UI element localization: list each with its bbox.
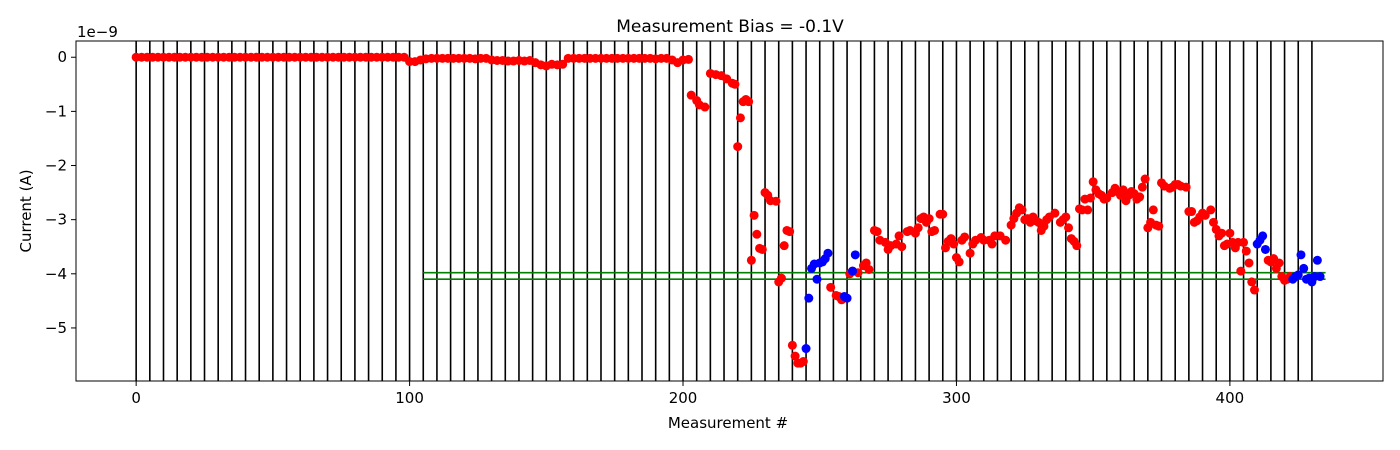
red-point (1217, 228, 1227, 238)
red-point (558, 59, 568, 69)
red-point (730, 79, 740, 89)
red-point (826, 282, 836, 292)
y-tick-label: −2 (45, 157, 67, 175)
red-point (1001, 235, 1011, 245)
blue-point (1293, 270, 1303, 280)
chart-title: Measurement Bias = -0.1V (616, 17, 844, 37)
red-point (894, 231, 904, 241)
red-point (897, 242, 907, 252)
blue-point (1296, 250, 1306, 260)
red-point (1247, 277, 1257, 287)
red-point (1187, 207, 1197, 217)
red-point (924, 214, 934, 224)
red-point (965, 248, 975, 258)
red-point (1135, 192, 1145, 202)
y-tick-label: −5 (45, 319, 67, 337)
red-point (749, 210, 759, 220)
red-point (1241, 246, 1251, 256)
red-point (938, 209, 948, 219)
blue-point (804, 293, 814, 303)
y-axis-ticks: 0 −1 −2 −3 −4 −5 (45, 48, 76, 337)
blue-point (823, 248, 833, 258)
red-point (790, 351, 800, 361)
x-tick-label: 400 (1216, 389, 1245, 407)
red-point (864, 264, 874, 274)
data-points (131, 52, 1325, 368)
red-point (1239, 237, 1249, 247)
red-point (1088, 177, 1098, 187)
red-point (785, 227, 795, 237)
red-point (1154, 221, 1164, 231)
red-point (1225, 228, 1235, 238)
x-axis-ticks: 0 100 200 300 400 (131, 381, 1244, 407)
red-point (771, 196, 781, 206)
red-point (733, 142, 743, 152)
red-point (1137, 182, 1147, 192)
y-tick-label: −1 (45, 102, 67, 120)
blue-point (1260, 244, 1270, 254)
x-tick-label: 200 (669, 389, 698, 407)
red-point (1244, 258, 1254, 268)
plot-frame (75, 40, 1384, 382)
red-point (987, 239, 997, 249)
blue-point (1299, 263, 1309, 273)
red-point (1050, 208, 1060, 218)
y-tick-label: 0 (57, 48, 67, 66)
blue-point (1312, 255, 1322, 265)
blue-point (1258, 231, 1268, 241)
red-point (1064, 223, 1074, 233)
red-point (1017, 205, 1027, 215)
y-multiplier-label: 1e−9 (77, 23, 118, 41)
red-point (913, 223, 923, 233)
red-point (752, 229, 762, 239)
x-tick-label: 300 (942, 389, 971, 407)
red-point (1148, 205, 1158, 215)
red-point (700, 102, 710, 112)
red-point (949, 239, 959, 249)
blue-point (812, 274, 822, 284)
red-point (1140, 174, 1150, 184)
red-point (686, 90, 696, 100)
red-point (872, 227, 882, 237)
red-point (735, 113, 745, 123)
red-point (1102, 193, 1112, 203)
red-point (1249, 285, 1259, 295)
y-axis-label: Current (A) (17, 169, 35, 252)
blue-point (848, 266, 858, 276)
red-point (1236, 266, 1246, 276)
red-point (930, 225, 940, 235)
y-tick-label: −3 (45, 211, 67, 229)
red-point (1118, 185, 1128, 195)
x-tick-label: 100 (395, 389, 424, 407)
red-point (960, 232, 970, 242)
red-point (1061, 212, 1071, 222)
red-point (1072, 241, 1082, 251)
blue-point (850, 250, 860, 260)
x-axis-label: Measurement # (668, 414, 788, 432)
red-point (1200, 210, 1210, 220)
red-point (1083, 205, 1093, 215)
red-point (746, 255, 756, 265)
y-tick-label: −4 (45, 265, 67, 283)
red-point (757, 244, 767, 254)
x-tick-label: 0 (131, 389, 141, 407)
vertical-lines (135, 41, 1313, 381)
red-point (798, 357, 808, 367)
red-point (954, 257, 964, 267)
red-point (744, 97, 754, 107)
red-point (1274, 258, 1284, 268)
red-point (1181, 182, 1191, 192)
red-point (787, 340, 797, 350)
blue-point (1315, 272, 1325, 282)
red-point (776, 273, 786, 283)
red-point (1208, 217, 1218, 227)
red-point (779, 241, 789, 251)
red-point (1206, 205, 1216, 215)
horizontal-lines (423, 271, 1326, 281)
blue-point (842, 293, 852, 303)
blue-point (801, 344, 811, 354)
red-point (683, 54, 693, 64)
red-point (1085, 193, 1095, 203)
